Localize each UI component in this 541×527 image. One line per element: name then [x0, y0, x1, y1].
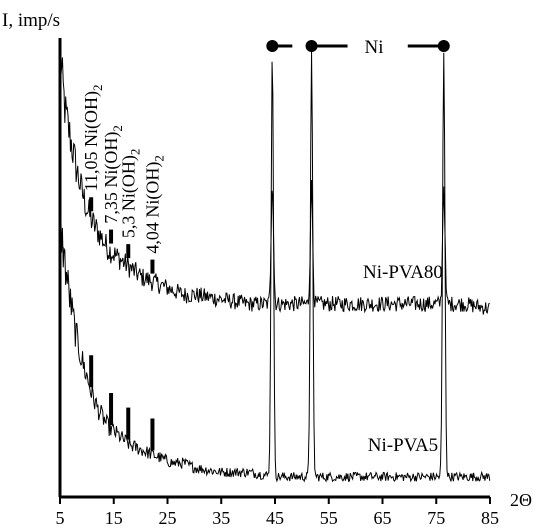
reflection-label: 5,3 Ni(OH)2 [118, 149, 142, 239]
x-tick-label: 5 [56, 508, 65, 527]
series-line [59, 51, 491, 483]
ni-label: Ni [365, 37, 384, 58]
x-tick-label: 85 [481, 508, 499, 527]
ni-peak-dot [266, 40, 279, 52]
x-tick-label: 75 [427, 508, 445, 527]
x-tick-label: 15 [105, 508, 123, 527]
x-tick-label: 45 [266, 508, 284, 527]
x-tick-label: 25 [159, 508, 177, 527]
reflection-label: 11,05 Ni(OH)2 [81, 84, 105, 191]
x-tick-label: 55 [320, 508, 338, 527]
reflection-markers: 11,05 Ni(OH)27,35 Ni(OH)25,3 Ni(OH)24,04… [81, 84, 166, 451]
reflection-label: 7,35 Ni(OH)2 [101, 125, 125, 224]
series-line [59, 49, 490, 315]
ni-peak-dot [437, 40, 450, 52]
ni-peak-dot [305, 40, 318, 52]
series-label: Ni-PVA80 [363, 262, 443, 283]
series-layer: Ni-PVA80 Ni-PVA5 [59, 49, 491, 483]
x-axis-label: 2Θ [510, 490, 532, 510]
x-tick-label: 35 [212, 508, 230, 527]
x-ticks: 5 15 25 35 45 55 65 75 85 [56, 497, 499, 527]
series-label: Ni-PVA5 [368, 435, 438, 456]
x-tick-label: 65 [374, 508, 392, 527]
reflection-label: 4,04 Ni(OH)2 [142, 155, 166, 254]
ni-peak-markers: Ni [266, 37, 450, 58]
y-axis-label: I, imp/s [2, 10, 60, 31]
